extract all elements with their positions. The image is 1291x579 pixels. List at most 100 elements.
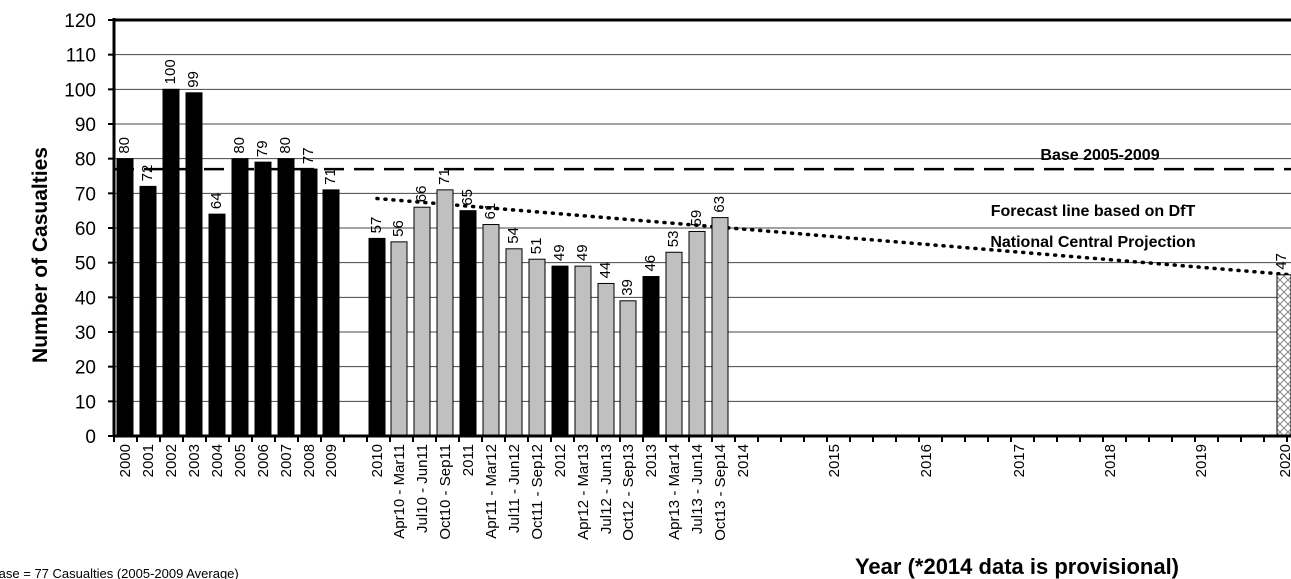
forecast-line: [375, 196, 1291, 277]
bar-value-label: 61: [482, 203, 499, 220]
y-tick-label: 60: [75, 219, 96, 240]
x-tick-label: 2000: [117, 444, 134, 477]
base-line-label: Base 2005-2009: [1040, 147, 1159, 164]
bar-value-label: 80: [116, 137, 133, 154]
x-tick-label: 2018: [1102, 444, 1119, 477]
x-tick-label: Jul11 - Jun12: [506, 444, 523, 533]
bars: [116, 88, 1291, 437]
bar-apr11-mar12: [482, 224, 500, 437]
x-tick-label: 2011: [460, 444, 477, 476]
x-tick-label: Oct12 - Sep13: [620, 444, 637, 541]
x-tick-label: 2016: [918, 444, 935, 477]
bar-oct11-sep12: [528, 258, 546, 437]
x-tick-label: Apr11 - Mar12: [483, 444, 500, 539]
bar-oct10-sep11: [436, 189, 454, 437]
y-tick-label: 120: [64, 11, 96, 32]
bar-value-label: 64: [208, 192, 225, 209]
y-tick-label: 20: [75, 358, 96, 379]
footnote: Base = 77 Casualties (2005-2009 Average): [0, 566, 239, 579]
bar-jul10-jun11: [413, 206, 431, 437]
bar-2011: [459, 210, 477, 437]
bar-2020: [1276, 274, 1291, 437]
bar-2004: [208, 213, 226, 437]
bar-apr13-mar14: [665, 251, 683, 437]
x-tick-label: 2008: [301, 444, 318, 477]
bar-value-label: 80: [277, 137, 294, 154]
bar-2012: [551, 265, 569, 437]
forecast-line-label: National Central Projection: [990, 234, 1195, 251]
bar-jul13-jun14: [688, 230, 706, 437]
bar-value-label: 71: [322, 168, 339, 185]
bar-jul12-jun13: [597, 282, 615, 437]
x-tick-label: 2009: [323, 444, 340, 477]
y-tick-label: 40: [75, 288, 96, 309]
x-axis-title: Year (*2014 data is provisional): [855, 554, 1179, 579]
y-tick-label: 110: [66, 46, 96, 67]
bar-2013: [642, 276, 660, 437]
y-tick-label: 0: [85, 427, 96, 448]
y-tick-label: 70: [75, 184, 96, 205]
x-tick-label: 2013: [643, 444, 660, 477]
x-tick-label: Jul12 - Jun13: [598, 444, 615, 534]
x-tick-label: 2019: [1193, 444, 1210, 477]
x-tick-label: 2012: [552, 444, 569, 477]
x-tick-label: 2002: [163, 444, 180, 477]
bar-2005: [231, 158, 249, 437]
bar-value-label: 100: [162, 59, 179, 84]
x-tick-label: Apr13 - Mar14: [666, 444, 683, 540]
x-tick-label: 2014: [735, 444, 752, 477]
x-tick-label: 2004: [209, 444, 226, 477]
x-tick-label: Oct13 - Sep14: [712, 444, 729, 541]
bar-value-label: 80: [231, 137, 248, 154]
bar-value-label: 65: [459, 189, 476, 206]
x-tick-label: 2006: [255, 444, 272, 477]
bar-value-label: 46: [642, 255, 659, 272]
y-tick-label: 90: [75, 115, 96, 136]
x-tick-labels: 2000 2001 2002 2003 2004 2005 2006 2007 2008 2009…: [117, 444, 1291, 541]
x-tick-label: Oct10 - Sep11: [437, 444, 454, 540]
x-tick-label: 2005: [232, 444, 249, 477]
y-tick-labels: 0 10 20 30 40 50 60 70 80 90 100 110 120: [64, 11, 96, 448]
x-tick-label: 2003: [186, 444, 203, 477]
bar-value-label: 59: [688, 210, 705, 227]
y-tick-label: 100: [64, 80, 96, 101]
bar-value-label: 57: [368, 217, 385, 234]
bar-value-label: 63: [711, 196, 728, 213]
y-tick-label: 50: [75, 254, 96, 275]
bar-value-label: 99: [185, 71, 202, 88]
bar-value-label: 49: [574, 244, 591, 261]
bar-value-label: 49: [551, 244, 568, 261]
x-tick-label: Apr10 - Mar11: [391, 444, 408, 539]
bar-2003: [185, 92, 203, 437]
x-tick-label: 2015: [826, 444, 843, 477]
bar-value-label: 53: [665, 231, 682, 248]
bar-value-label: 44: [597, 262, 614, 279]
x-tick-label: Apr12 - Mar13: [575, 444, 592, 540]
bar-value-label: 39: [619, 279, 636, 296]
x-tick-label: Oct11 - Sep12: [529, 444, 546, 540]
forecast-line-label: Forecast line based on DfT: [991, 203, 1196, 220]
bar-value-label: 79: [254, 140, 271, 157]
bar-value-label: 77: [300, 147, 317, 164]
bar-2006: [254, 161, 272, 437]
bar-apr10-mar11: [390, 241, 408, 437]
bar-value-label: 66: [413, 186, 430, 203]
bar-2009: [322, 189, 340, 437]
bar-2008: [300, 168, 318, 437]
y-tick-label: 80: [75, 150, 96, 171]
x-tick-label: Jul13 - Jun14: [689, 444, 706, 534]
bar-value-label: 51: [528, 238, 545, 255]
y-tick-label: 30: [75, 323, 96, 344]
bar-value-label: 71: [436, 168, 453, 185]
x-tick-label: 2001: [140, 444, 157, 477]
bar-2001: [139, 185, 157, 437]
y-tick-label: 10: [75, 392, 96, 413]
bar-value-labels: 80 72 100 99 64 80 79 80 77 71 57 56 66 71 65 61 54 51 49 4…: [116, 59, 1290, 295]
bar-oct12-sep13: [619, 300, 637, 437]
x-tick-label: 2020: [1277, 444, 1291, 477]
bar-oct13-sep14: [711, 217, 729, 437]
bar-2010: [368, 237, 386, 437]
axes: [108, 18, 1291, 442]
bar-2000: [116, 158, 134, 437]
